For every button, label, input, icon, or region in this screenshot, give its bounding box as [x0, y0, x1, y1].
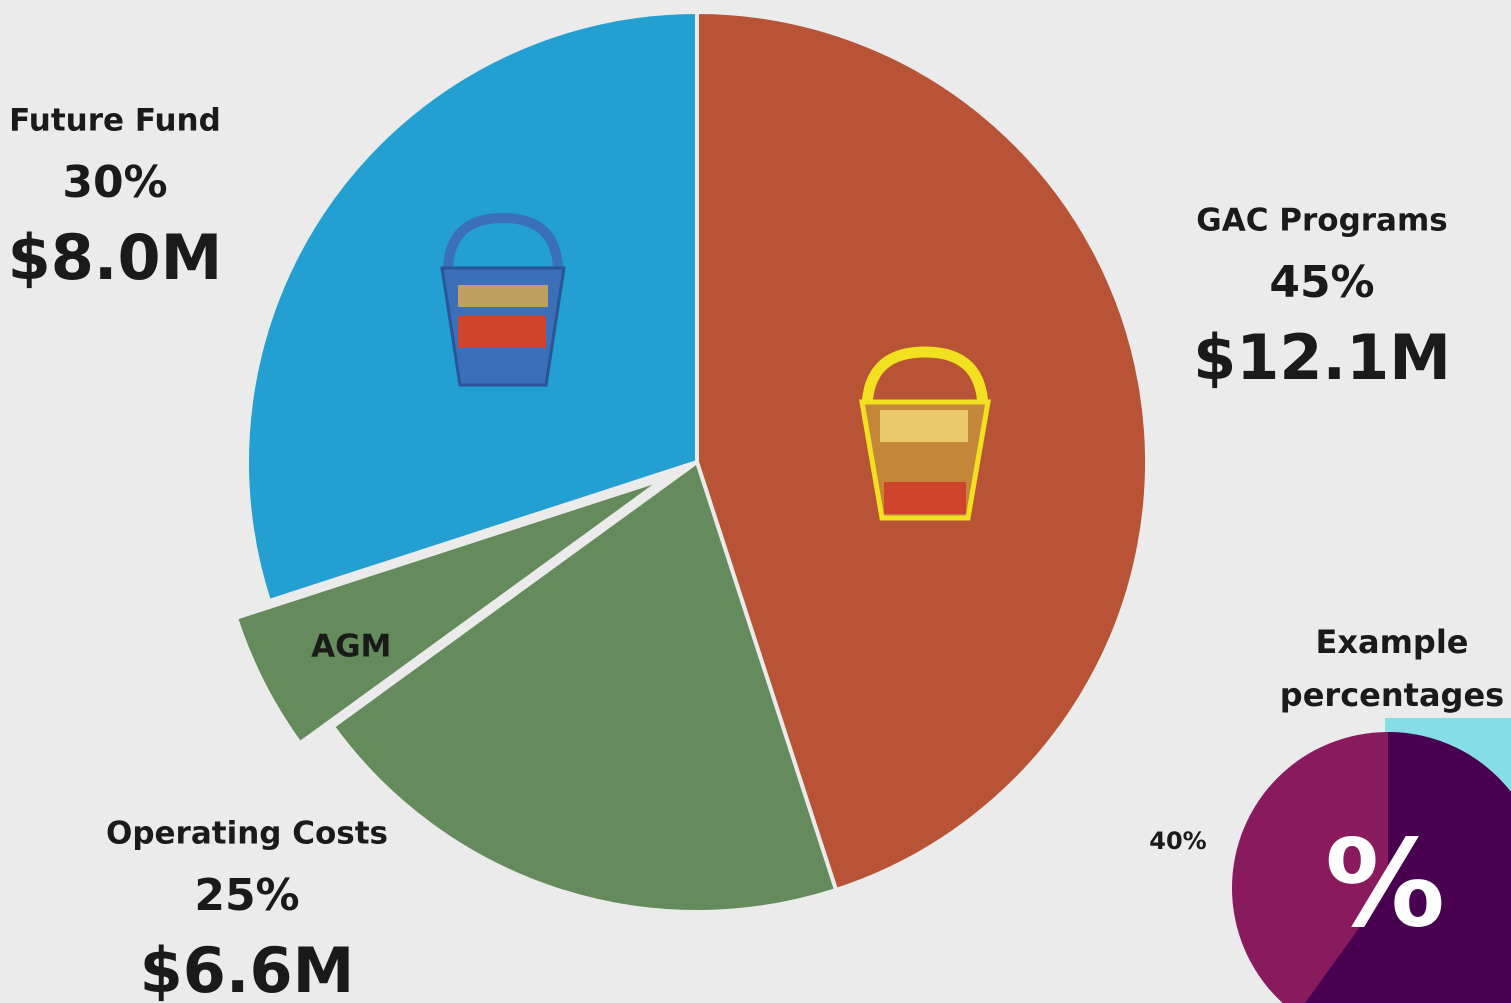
- slice-name: Operating Costs: [106, 816, 388, 852]
- example-pie: %: [1232, 718, 1511, 1003]
- example-title-1: Example percentages: [1280, 623, 1504, 714]
- bucket-icons: [440, 212, 991, 521]
- pie-sub-slice: [233, 476, 666, 747]
- slice-percent: 25%: [194, 870, 299, 921]
- slice-name: Future Fund: [9, 103, 221, 139]
- slice-percent: 30%: [62, 157, 167, 208]
- pie: [233, 9, 1149, 914]
- sub-slice-label: AGM: [311, 629, 391, 665]
- example-symbol: %: [1325, 816, 1445, 955]
- example-label: 40%: [1149, 827, 1206, 855]
- slice-amount: $12.1M: [1193, 321, 1451, 394]
- slice-name: GAC Programs: [1196, 203, 1447, 239]
- slice-amount: $6.6M: [140, 934, 355, 1003]
- slice-amount: $8.0M: [8, 221, 223, 294]
- pie-slice: [330, 458, 839, 914]
- gac-bucket: [859, 346, 991, 521]
- slice-percent: 45%: [1269, 257, 1374, 308]
- future-fund-bucket: [440, 212, 566, 387]
